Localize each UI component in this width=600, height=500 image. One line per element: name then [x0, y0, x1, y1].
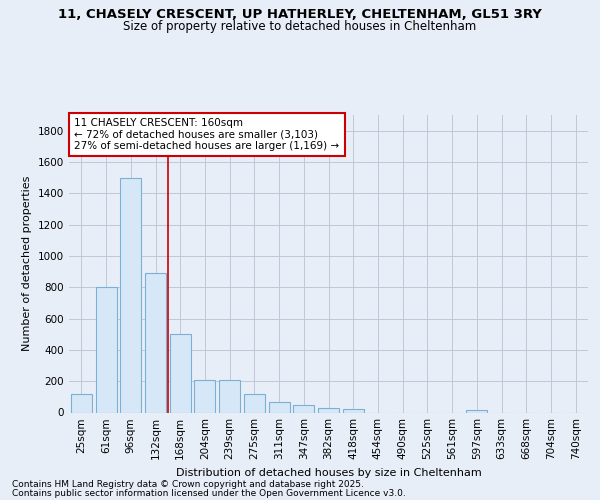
Text: Contains HM Land Registry data © Crown copyright and database right 2025.: Contains HM Land Registry data © Crown c… [12, 480, 364, 489]
Text: Contains public sector information licensed under the Open Government Licence v3: Contains public sector information licen… [12, 488, 406, 498]
Bar [343, 409, 364, 412]
Text: Size of property relative to detached houses in Cheltenham: Size of property relative to detached ho… [124, 20, 476, 33]
Bar [95, 287, 116, 412]
Bar [194, 380, 215, 412]
Bar [120, 178, 141, 412]
Bar [71, 394, 92, 412]
Bar [244, 394, 265, 412]
Y-axis label: Number of detached properties: Number of detached properties [22, 176, 32, 352]
Text: 11, CHASELY CRESCENT, UP HATHERLEY, CHELTENHAM, GL51 3RY: 11, CHASELY CRESCENT, UP HATHERLEY, CHEL… [58, 8, 542, 20]
Bar [170, 334, 191, 412]
Bar [293, 404, 314, 412]
Bar [269, 402, 290, 412]
Bar [318, 408, 339, 412]
Bar [466, 410, 487, 412]
Text: 11 CHASELY CRESCENT: 160sqm
← 72% of detached houses are smaller (3,103)
27% of : 11 CHASELY CRESCENT: 160sqm ← 72% of det… [74, 118, 340, 151]
Bar [145, 273, 166, 412]
X-axis label: Distribution of detached houses by size in Cheltenham: Distribution of detached houses by size … [176, 468, 481, 478]
Bar [219, 380, 240, 412]
